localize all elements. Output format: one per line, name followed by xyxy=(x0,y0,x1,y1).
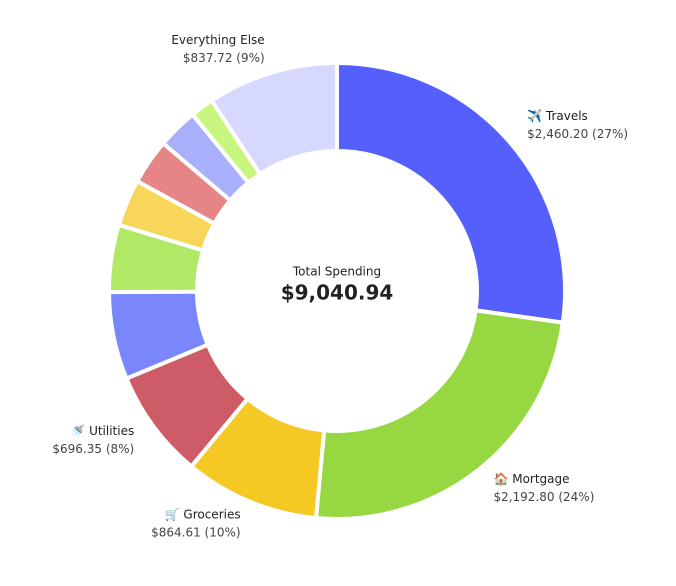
segment-value: $864.61 (10%) xyxy=(151,525,240,539)
segment-value: $837.72 (9%) xyxy=(183,51,265,65)
segment-label: Everything Else xyxy=(171,33,264,47)
segment-value: $2,192.80 (24%) xyxy=(493,490,594,504)
segment-label: ✈️ Travels xyxy=(527,108,588,123)
donut-segment xyxy=(314,308,565,521)
segment-label: 🛒 Groceries xyxy=(165,507,241,521)
segment-label: 🚿 Utilities xyxy=(70,424,134,438)
donut-segment xyxy=(335,61,567,325)
donut-segment xyxy=(209,61,339,177)
segment-value: $696.35 (8%) xyxy=(52,442,134,456)
segment-value: $2,460.20 (27%) xyxy=(527,127,628,141)
center-value: $9,040.94 xyxy=(281,281,394,305)
segment-label: 🏠 Mortgage xyxy=(493,472,569,486)
center-title: Total Spending xyxy=(292,265,381,279)
